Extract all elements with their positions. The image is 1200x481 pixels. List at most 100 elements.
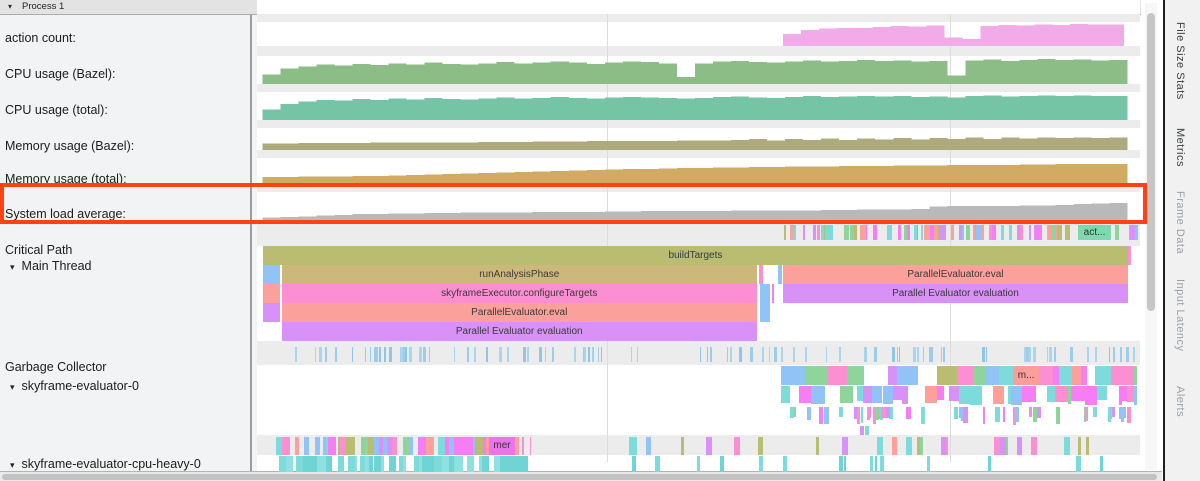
trace-segment[interactable]: [938, 225, 942, 240]
trace-segment[interactable]: [699, 347, 702, 362]
trace-segment[interactable]: [1122, 407, 1126, 419]
trace-segment[interactable]: [893, 386, 903, 401]
trace-segment[interactable]: [873, 347, 877, 362]
trace-segment[interactable]: [1067, 386, 1072, 404]
trace-segment[interactable]: [448, 456, 455, 472]
track-main-thread[interactable]: buildTargets runAnalysisPhase ParallelEva…: [257, 246, 1140, 341]
trace-segment[interactable]: [483, 437, 486, 455]
flame-bar[interactable]: skyframeExecutor.configureTargets: [281, 284, 757, 303]
trace-segment[interactable]: [824, 225, 830, 240]
trace-segment[interactable]: [860, 407, 864, 423]
flame-bar[interactable]: buildTargets: [263, 246, 1128, 265]
trace-segment[interactable]: [980, 225, 984, 240]
trace-segment[interactable]: [933, 225, 939, 240]
flame-bar[interactable]: [1127, 246, 1132, 265]
flame-bar[interactable]: [760, 284, 770, 303]
trace-segment[interactable]: [521, 456, 529, 472]
collapse-arrow-icon[interactable]: ▾: [10, 382, 15, 392]
trace-segment[interactable]: [574, 347, 577, 362]
trace-segment[interactable]: [993, 386, 1005, 405]
trace-segment[interactable]: [1112, 407, 1115, 418]
trace-segment[interactable]: [892, 347, 895, 362]
trace-segment[interactable]: [852, 225, 858, 240]
trace-segment[interactable]: [454, 456, 464, 472]
trace-segment[interactable]: [976, 225, 982, 240]
trace-segment[interactable]: [551, 347, 555, 362]
trace-segment[interactable]: [903, 225, 910, 240]
trace-segment[interactable]: [727, 347, 729, 362]
trace-segment[interactable]: [751, 347, 754, 362]
trace-segment[interactable]: [1063, 437, 1070, 455]
trace-segment[interactable]: [453, 347, 456, 362]
trace-segment[interactable]: [1014, 407, 1019, 422]
trace-segment[interactable]: [1036, 225, 1042, 240]
trace-segment[interactable]: [780, 386, 790, 403]
trace-segment[interactable]: [856, 386, 863, 401]
flame-bar[interactable]: ParallelEvaluator.eval: [783, 265, 1128, 284]
trace-segment[interactable]: [384, 347, 386, 362]
trace-segment[interactable]: [655, 456, 658, 472]
trace-segment[interactable]: [497, 456, 500, 472]
trace-segment[interactable]: [368, 437, 374, 455]
trace-segment[interactable]: [1049, 347, 1052, 362]
trace-segment[interactable]: [860, 225, 866, 240]
tab-frame-data[interactable]: Frame Data: [1174, 191, 1186, 255]
trace-segment[interactable]: [399, 347, 402, 362]
trace-segment[interactable]: [958, 407, 963, 418]
trace-segment[interactable]: [1134, 225, 1138, 240]
trace-segment[interactable]: [405, 347, 407, 362]
trace-segment[interactable]: [361, 437, 368, 455]
trace-segment[interactable]: [373, 347, 375, 362]
flame-bar[interactable]: [263, 303, 280, 322]
trace-segment[interactable]: [918, 437, 923, 455]
trace-segment[interactable]: [463, 437, 473, 455]
trace-segment[interactable]: [961, 225, 964, 240]
trace-segment[interactable]: [1120, 347, 1123, 362]
trace-segment[interactable]: [421, 456, 426, 472]
trace-segment[interactable]: [864, 347, 867, 362]
trace-segment[interactable]: [734, 437, 740, 455]
trace-segment[interactable]: [600, 347, 602, 362]
trace-segment[interactable]: [1016, 437, 1022, 455]
trace-segment[interactable]: [417, 437, 427, 455]
trace-segment[interactable]: [1134, 366, 1138, 385]
trace-segment[interactable]: [898, 347, 901, 362]
trace-segment[interactable]: [812, 225, 817, 240]
trace-segment[interactable]: [758, 437, 763, 455]
trace-segment[interactable]: [906, 437, 912, 455]
trace-segment[interactable]: [825, 347, 827, 362]
trace-segment[interactable]: [885, 407, 890, 419]
trace-segment[interactable]: [1126, 386, 1134, 403]
trace-segment[interactable]: [1028, 347, 1032, 362]
trace-segment[interactable]: [1071, 366, 1081, 385]
trace-segment[interactable]: [1130, 225, 1135, 240]
trace-segment[interactable]: [1024, 347, 1027, 362]
trace-segment[interactable]: [951, 225, 954, 240]
trace-segment[interactable]: [479, 456, 482, 472]
trace-segment[interactable]: [522, 347, 526, 362]
trace-segment[interactable]: [354, 456, 358, 472]
trace-segment[interactable]: [793, 366, 807, 385]
trace-segment[interactable]: [1032, 347, 1036, 362]
trace-segment[interactable]: [793, 407, 797, 417]
trace-segment[interactable]: [780, 366, 794, 385]
trace-segment[interactable]: [1070, 347, 1073, 362]
trace-segment[interactable]: [402, 347, 406, 362]
label-main-thread[interactable]: ▾ Main Thread: [10, 259, 92, 273]
trace-segment[interactable]: [1046, 347, 1048, 362]
trace-segment[interactable]: [598, 347, 600, 362]
flame-bar[interactable]: [771, 284, 775, 303]
trace-segment[interactable]: [1056, 407, 1061, 424]
trace-segment[interactable]: [839, 456, 843, 472]
track-critical-path[interactable]: act...: [257, 225, 1140, 240]
trace-segment[interactable]: [383, 437, 387, 455]
trace-segment[interactable]: [902, 386, 908, 405]
trace-segment[interactable]: [773, 347, 777, 362]
trace-segment[interactable]: [811, 386, 825, 405]
trace-segment[interactable]: [705, 437, 713, 455]
track-system-load-average[interactable]: [257, 192, 1140, 222]
trace-segment[interactable]: [1059, 366, 1072, 385]
trace-segment[interactable]: [985, 366, 999, 385]
trace-segment[interactable]: [1114, 225, 1120, 240]
trace-segment[interactable]: [862, 386, 873, 403]
